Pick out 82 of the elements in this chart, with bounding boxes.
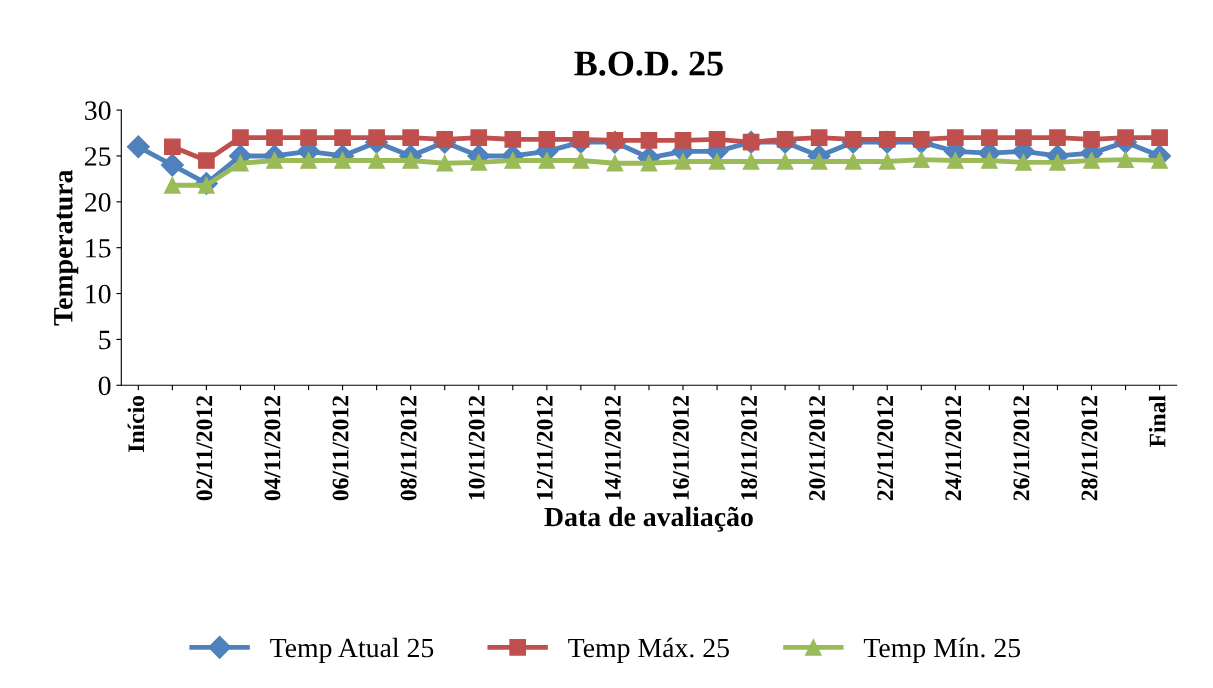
y-tick-label: 30 [85,101,111,120]
point [844,153,862,170]
x-tick-label: 22/11/2012 [877,396,894,501]
point [1117,151,1134,168]
point [164,138,181,156]
y-tick-label: 25 [85,147,111,166]
point [300,129,317,146]
point [160,153,184,177]
x-tick-label: 18/11/2012 [741,396,757,500]
point [334,129,351,146]
point [470,154,488,171]
point [674,132,692,149]
legend-label: Temp Atual 25 [270,637,434,663]
point [1083,131,1100,148]
point [878,153,896,170]
point [1151,129,1168,146]
x-tick-label: Início [127,395,145,452]
point [368,152,385,169]
point [504,131,522,148]
point [708,153,726,170]
x-tick-label: 28/11/2012 [1081,396,1098,501]
point [1049,129,1066,146]
legend-label: Temp Máx. 25 [568,637,729,663]
point [708,131,726,148]
chart-title: B.O.D. 25 [574,51,723,76]
point [126,135,150,159]
point [232,129,249,146]
point [402,152,419,169]
x-tick-label: 24/11/2012 [945,396,962,501]
x-tick-label: Final [1148,395,1166,448]
point [266,129,283,146]
point [198,152,215,169]
y-tick-label: 10 [86,284,111,304]
point [776,153,794,170]
point [538,152,556,169]
legend-label: Temp Mín. 25 [863,637,1021,663]
x-tick-label: 26/11/2012 [1013,396,1030,501]
point [164,176,181,194]
point [1015,154,1032,171]
point [640,132,658,149]
point [981,129,998,146]
y-tick-label: 0 [98,376,111,396]
point [1117,129,1134,146]
point [334,152,351,169]
x-tick-label: 04/11/2012 [264,396,281,501]
point [742,153,760,170]
y-axis-title: Temperatura [54,169,79,326]
point [640,154,658,172]
point [947,129,964,146]
point [538,131,556,148]
x-tick-label: 08/11/2012 [400,396,417,501]
x-tick-label: 20/11/2012 [809,396,826,501]
point [810,129,828,146]
y-tick-label: 5 [99,330,111,350]
x-tick-label: 10/11/2012 [468,396,485,500]
point [1049,154,1066,171]
point [981,152,998,169]
point [1015,129,1032,146]
point [674,153,692,170]
x-axis-title: Data de avaliação [544,506,753,532]
point [368,129,385,146]
point [1151,152,1168,169]
point [947,152,964,169]
point [504,152,522,169]
y-tick-label: 15 [86,238,111,258]
point [470,129,488,146]
point [1083,152,1100,169]
x-tick-label: 12/11/2012 [536,396,553,500]
point [436,154,454,172]
x-tick-label: 02/11/2012 [196,396,213,501]
x-tick-label: 06/11/2012 [332,396,349,501]
point [810,153,828,170]
x-tick-label: 16/11/2012 [672,396,689,500]
point [912,151,930,168]
point [232,154,249,172]
point [606,154,624,172]
x-tick-label: 14/11/2012 [604,396,621,500]
point [402,129,419,146]
point [572,152,590,169]
y-tick-label: 20 [85,192,111,212]
point [300,152,317,169]
point [266,152,283,169]
